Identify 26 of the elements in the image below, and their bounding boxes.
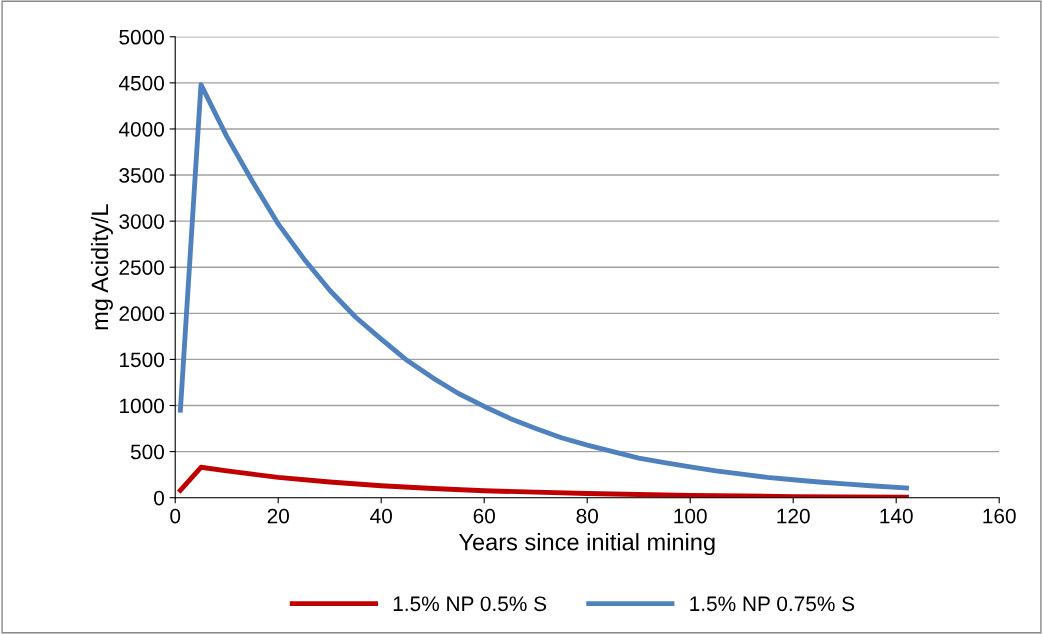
x-tick-label: 40 [370, 508, 392, 524]
x-tick-label: 160 [983, 508, 1016, 524]
y-tick-label: 4000 [118, 121, 164, 137]
x-tick-label: 140 [880, 508, 913, 524]
y-tick-label: 4500 [118, 75, 164, 91]
x-tick-label: 60 [473, 508, 495, 524]
x-tick-label: 100 [674, 508, 707, 524]
x-tick-label: 80 [576, 508, 598, 524]
y-tick-label: 2000 [119, 306, 164, 322]
x-axis-title: Years since initial mining [458, 533, 715, 556]
y-axis-title: mg Acidity/L [90, 204, 113, 330]
y-tick-label: 3000 [119, 214, 164, 229]
y-tick-label: 1500 [120, 352, 164, 368]
x-tick-label: 20 [267, 508, 289, 524]
x-tick-label: 0 [170, 508, 181, 524]
y-tick-label: 3500 [119, 168, 164, 183]
x-tick-label: 120 [777, 508, 810, 524]
y-tick-label: 0 [154, 490, 164, 506]
legend-label: 1.5% NP 0.75% S [690, 596, 855, 612]
line-series [177, 464, 909, 498]
y-tick-label: 5000 [119, 29, 164, 45]
line-series [177, 82, 909, 491]
y-tick-label: 1000 [120, 398, 164, 414]
y-tick-label: 2500 [119, 260, 164, 275]
y-tick-label: 500 [130, 444, 164, 460]
legend-label: 1.5% NP 0.5% S [393, 596, 547, 612]
